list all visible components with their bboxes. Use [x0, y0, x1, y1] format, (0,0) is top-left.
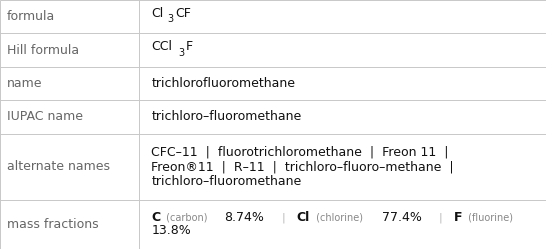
- Text: 13.8%: 13.8%: [151, 224, 191, 237]
- Text: Cl: Cl: [151, 7, 163, 20]
- Text: Hill formula: Hill formula: [7, 44, 79, 57]
- Text: CCl: CCl: [151, 40, 172, 53]
- Text: 77.4%: 77.4%: [382, 211, 422, 224]
- Text: CF: CF: [175, 7, 191, 20]
- Text: |: |: [434, 212, 449, 223]
- Text: (carbon): (carbon): [163, 212, 211, 222]
- Text: 3: 3: [167, 14, 173, 24]
- Text: 8.74%: 8.74%: [224, 211, 264, 224]
- Text: CFC–11  |  fluorotrichloromethane  |  Freon 11  |
Freon®11  |  R–11  |  trichlor: CFC–11 | fluorotrichloromethane | Freon …: [151, 145, 454, 188]
- Text: 3: 3: [179, 48, 185, 58]
- Text: IUPAC name: IUPAC name: [7, 110, 82, 124]
- Text: Cl: Cl: [296, 211, 310, 224]
- Text: C: C: [151, 211, 161, 224]
- Text: trichlorofluoromethane: trichlorofluoromethane: [151, 77, 295, 90]
- Text: (chlorine): (chlorine): [313, 212, 366, 222]
- Text: |: |: [276, 212, 292, 223]
- Text: trichloro–fluoromethane: trichloro–fluoromethane: [151, 110, 301, 124]
- Text: formula: formula: [7, 10, 55, 23]
- Text: F: F: [454, 211, 462, 224]
- Text: (fluorine): (fluorine): [465, 212, 513, 222]
- Text: F: F: [186, 40, 193, 53]
- Text: name: name: [7, 77, 42, 90]
- Text: alternate names: alternate names: [7, 160, 110, 173]
- Text: mass fractions: mass fractions: [7, 218, 98, 231]
